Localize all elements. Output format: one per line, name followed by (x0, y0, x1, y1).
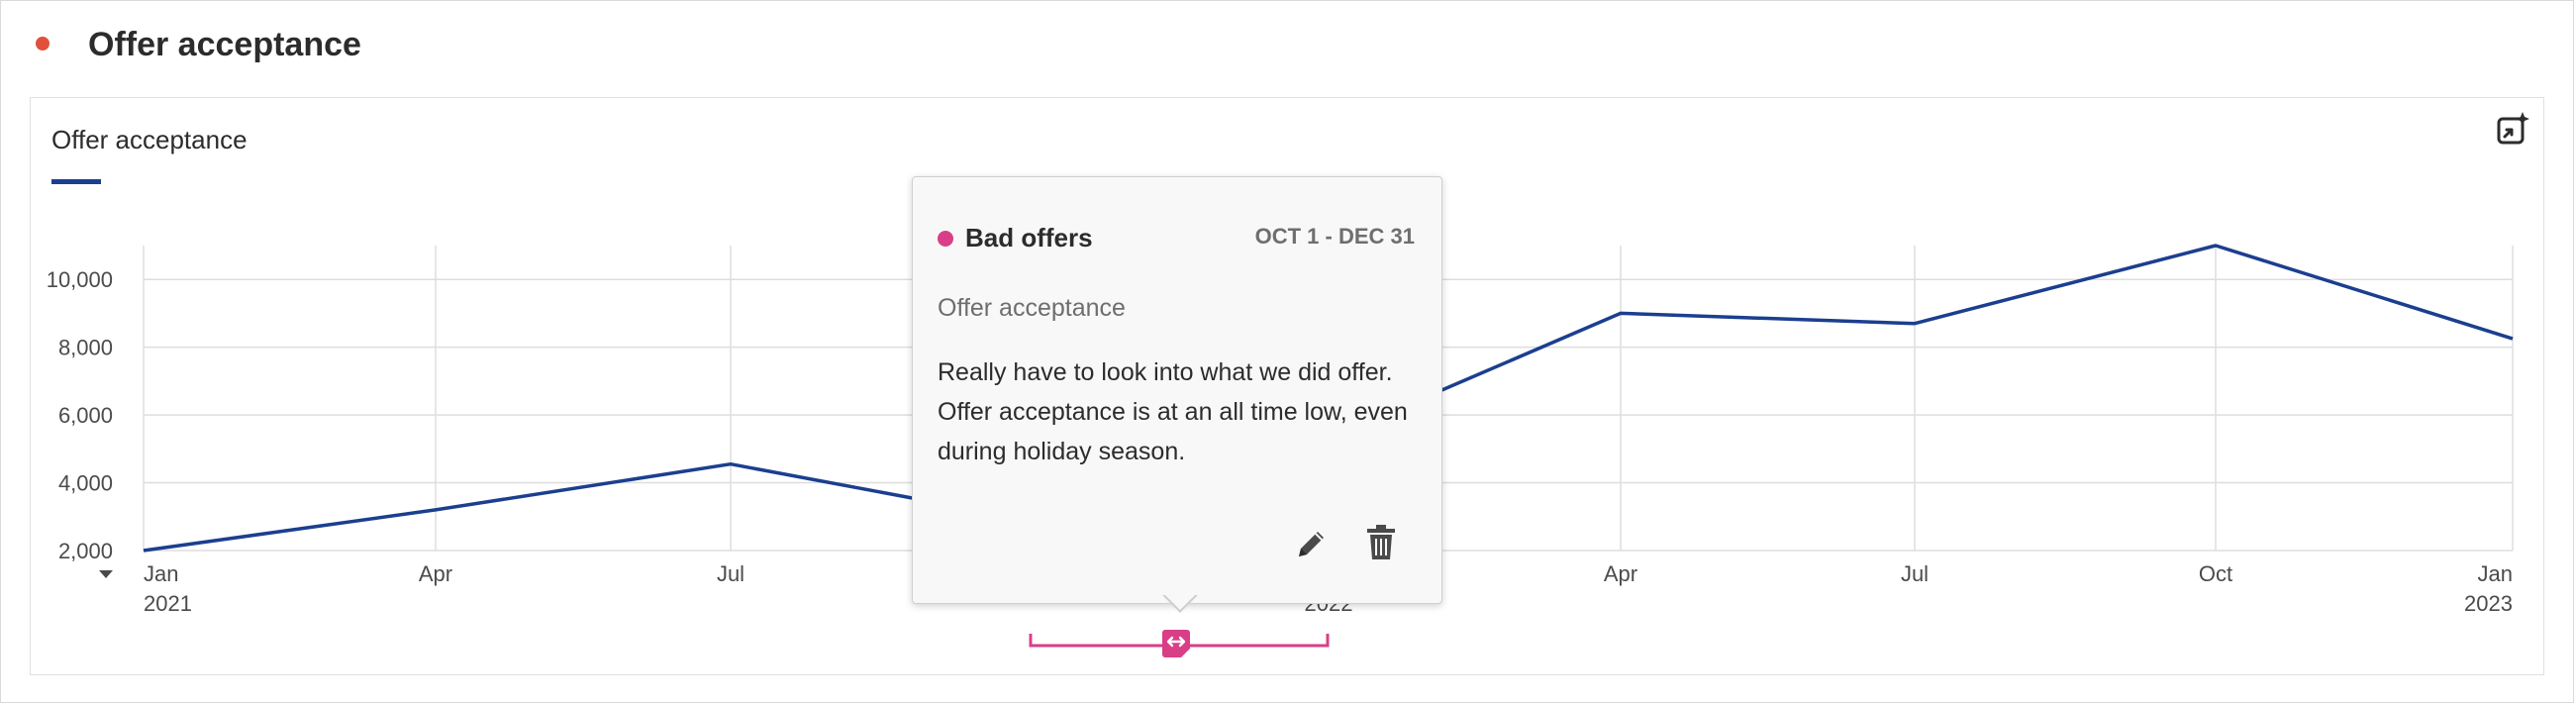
x-tick-month: Apr (1604, 561, 1637, 586)
annotation-date-range: OCT 1 - DEC 31 (1254, 224, 1415, 249)
annotation-metric: Offer acceptance (938, 294, 1126, 322)
chart-panel (30, 97, 2544, 675)
x-tick-month: Oct (2199, 561, 2232, 586)
x-tick-month: Jan (2478, 561, 2513, 586)
x-tick-month: Jan (144, 561, 178, 586)
pencil-icon[interactable] (1294, 526, 1330, 561)
page-title: Offer acceptance (88, 26, 361, 63)
x-tick-month: Jul (1901, 561, 1929, 586)
x-tick-year: 2023 (2464, 591, 2513, 616)
popover-pointer-fill (1164, 594, 1196, 610)
chart-title: Offer acceptance (51, 125, 248, 154)
y-tick-label: 6,000 (58, 403, 113, 428)
status-dot (36, 37, 50, 50)
y-tick-label: 2,000 (58, 539, 113, 563)
annotation-popover: Bad offers OCT 1 - DEC 31 Offer acceptan… (912, 176, 1442, 604)
annotation-name: Bad offers (965, 223, 1093, 252)
annotation-note: Really have to look into what we did off… (938, 358, 1408, 465)
ai-insight-icon[interactable] (2496, 111, 2531, 147)
x-tick-month: Apr (419, 561, 452, 586)
y-tick-label: 4,000 (58, 471, 113, 496)
legend-swatch (51, 179, 101, 184)
x-tick-month: Jul (717, 561, 744, 586)
axis-dropdown-icon[interactable] (99, 570, 113, 578)
y-tick-label: 10,000 (47, 267, 113, 292)
y-tick-label: 8,000 (58, 336, 113, 360)
annotation-marker-icon[interactable] (1162, 630, 1190, 657)
trash-icon[interactable] (1363, 524, 1399, 561)
x-tick-year: 2021 (144, 591, 192, 616)
annotation-dot (938, 231, 953, 247)
